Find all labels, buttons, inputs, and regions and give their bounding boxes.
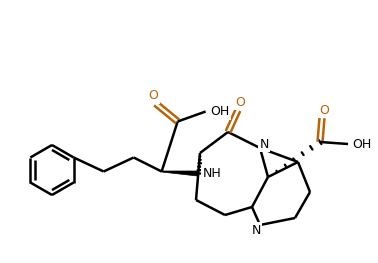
Text: N: N bbox=[259, 138, 269, 150]
Text: NH: NH bbox=[202, 167, 221, 180]
Text: O: O bbox=[235, 95, 245, 109]
Text: OH: OH bbox=[210, 105, 229, 118]
Polygon shape bbox=[162, 171, 198, 176]
Text: O: O bbox=[319, 104, 329, 117]
Text: OH: OH bbox=[352, 138, 372, 150]
Text: N: N bbox=[251, 224, 261, 236]
Text: O: O bbox=[149, 89, 159, 102]
